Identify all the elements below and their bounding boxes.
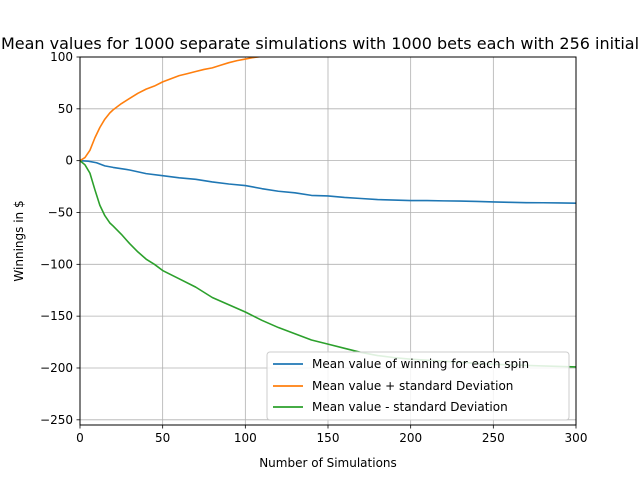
y-tick-label: −250 — [40, 413, 73, 427]
x-tick-label: 100 — [234, 431, 257, 445]
series-line-mean-plus-sd — [80, 57, 262, 162]
legend-label-minus-sd: Mean value - standard Deviation — [312, 400, 508, 414]
y-axis-label: Winnings in $ — [12, 200, 26, 281]
axis-ticks: 0 50 100 150 200 250 300 −250 −200 −150 −100 −50 0 50… — [40, 50, 587, 445]
x-tick-label: 50 — [155, 431, 170, 445]
x-tick-label: 250 — [482, 431, 505, 445]
y-tick-label: 0 — [65, 154, 73, 168]
legend-label-plus-sd: Mean value + standard Deviation — [312, 379, 513, 393]
legend-label-mean: Mean value of winning for each spin — [312, 357, 529, 371]
legend: Mean value of winning for each spin Mean… — [266, 351, 570, 421]
chart-title: Mean values for 1000 separate simulation… — [1, 34, 639, 53]
x-axis-label: Number of Simulations — [259, 456, 397, 470]
y-tick-label: −50 — [48, 205, 73, 219]
x-tick-label: 150 — [317, 431, 340, 445]
x-tick-label: 200 — [399, 431, 422, 445]
y-tick-label: −150 — [40, 309, 73, 323]
y-tick-label: 100 — [50, 50, 73, 64]
legend-box — [266, 351, 570, 421]
y-tick-label: 50 — [58, 102, 73, 116]
series-line-mean — [80, 159, 576, 204]
x-tick-label: 0 — [76, 431, 84, 445]
y-tick-label: −100 — [40, 257, 73, 271]
x-tick-label: 300 — [565, 431, 588, 445]
y-tick-label: −200 — [40, 361, 73, 375]
